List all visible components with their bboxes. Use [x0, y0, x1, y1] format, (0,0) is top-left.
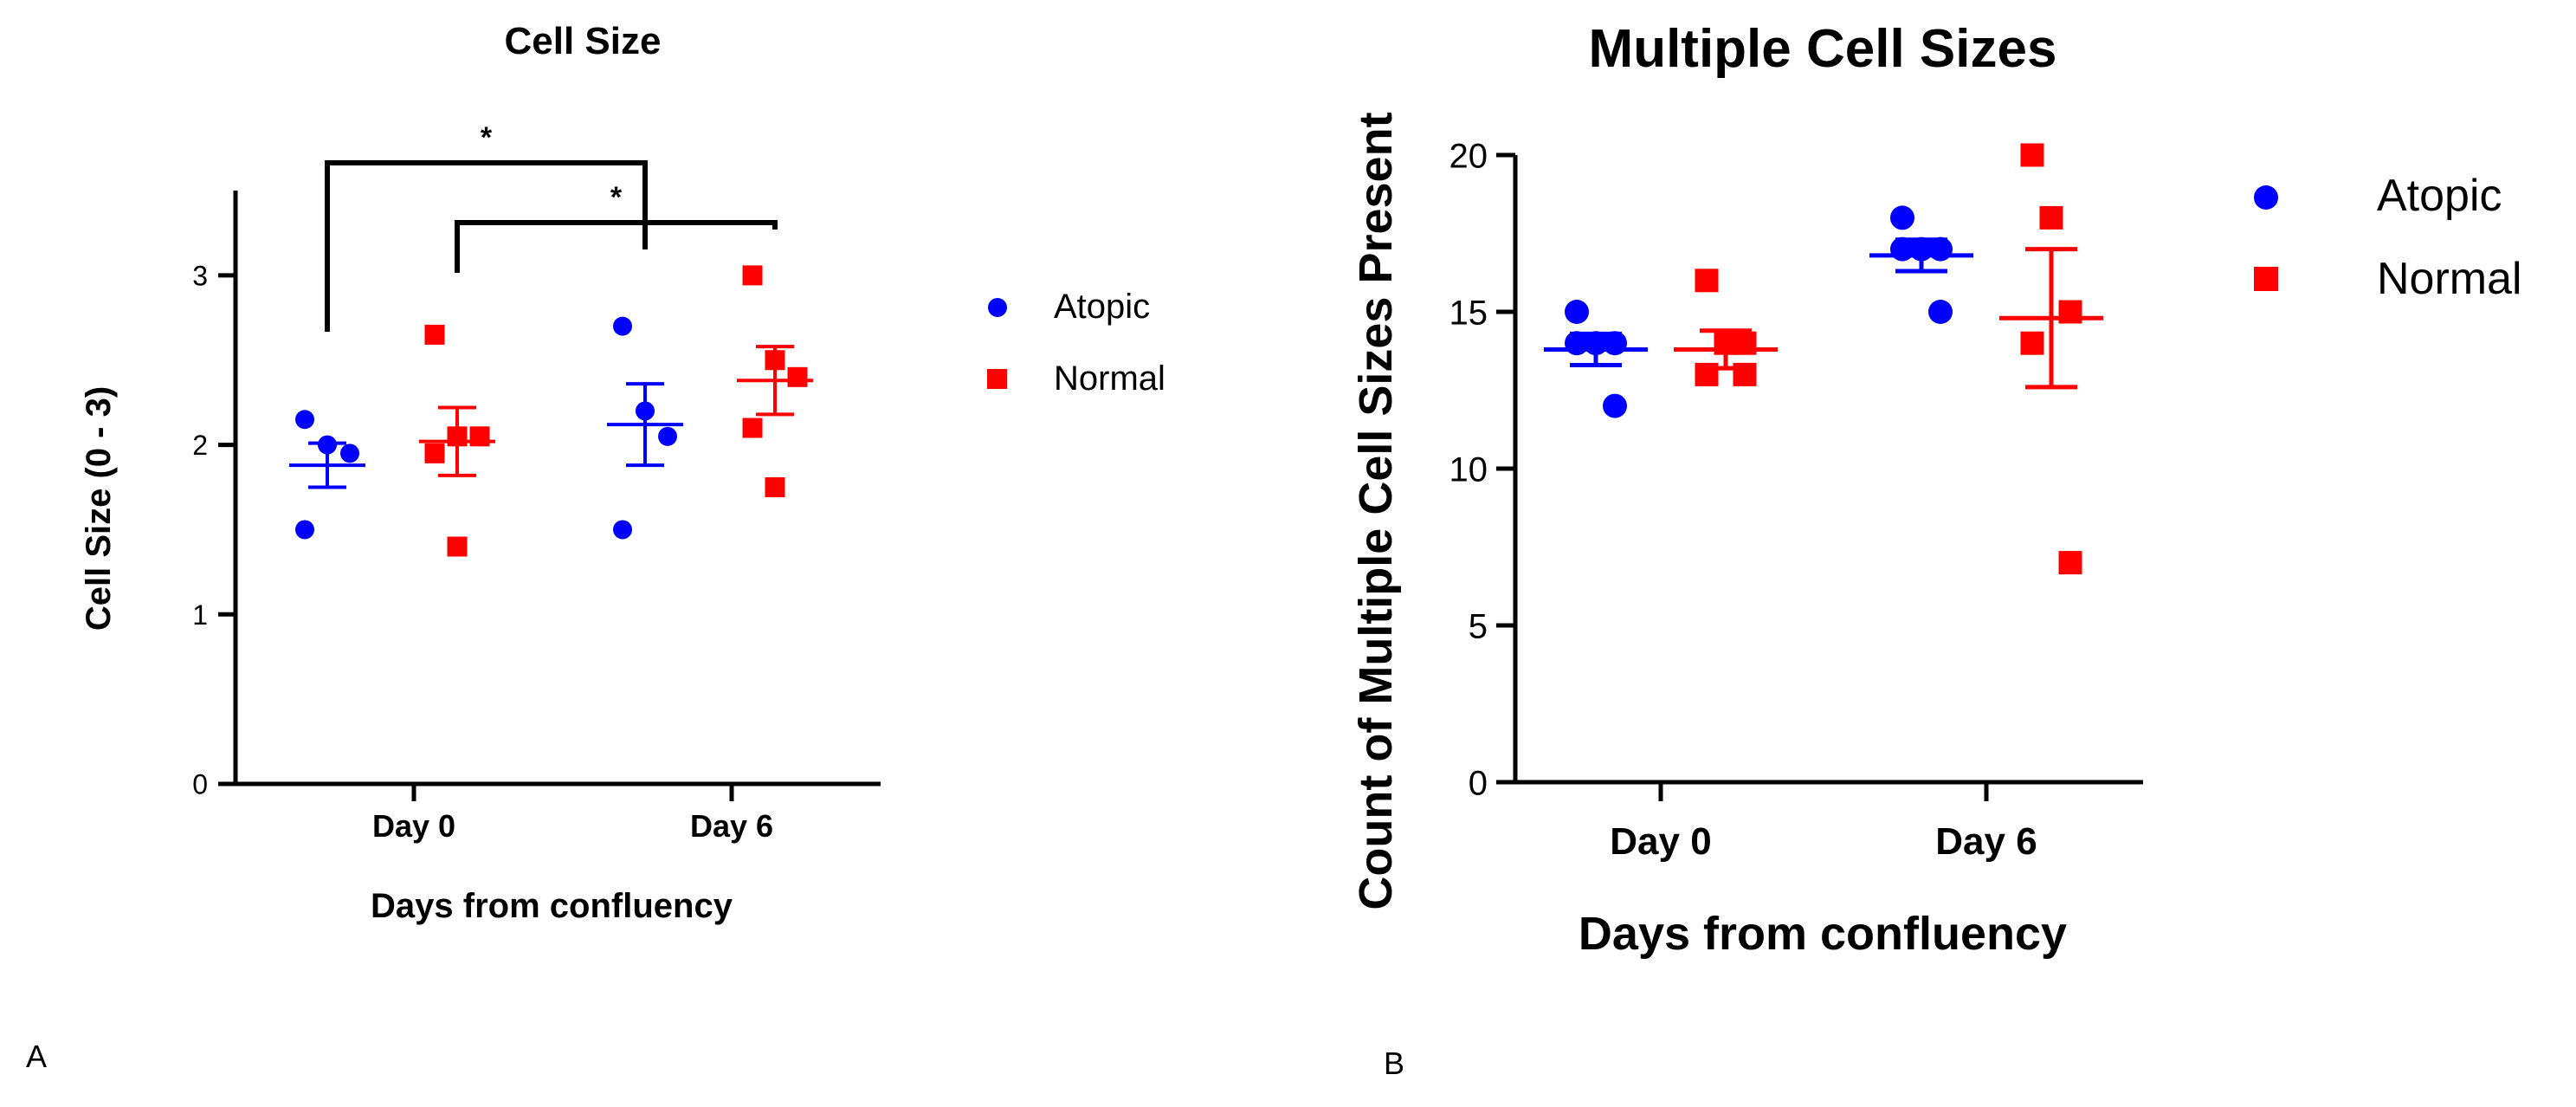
panel-b-legend-atopic-marker — [2254, 185, 2278, 210]
panel-b-x-axis-label: Days from confluency — [1579, 908, 2067, 960]
y-tick-label: 3 — [192, 260, 208, 291]
panel-b-y-axis-label: Count of Multiple Cell Sizes Present — [1350, 112, 1402, 910]
x-tick-label: Day 6 — [1935, 820, 2037, 863]
data-point-normal — [447, 536, 468, 557]
y-tick-label: 1 — [192, 599, 208, 631]
y-tick-label: 2 — [192, 430, 208, 461]
x-tick-label: Day 0 — [1610, 820, 1711, 863]
panel-b-legend-normal: Normal — [2377, 254, 2522, 304]
panel-a-legend-normal-marker — [987, 369, 1007, 389]
data-point-atopic — [340, 443, 359, 463]
significance-star: * — [610, 181, 623, 214]
panel-a-x-axis-label: Days from confluency — [371, 887, 733, 925]
data-point-normal — [742, 265, 763, 286]
y-tick-label: 15 — [1449, 294, 1488, 332]
x-tick-label: Day 0 — [372, 808, 455, 844]
panel-b-points — [1544, 143, 2103, 575]
panel-a-legend-atopic-marker — [988, 298, 1007, 317]
data-point-atopic — [1603, 393, 1627, 418]
data-point-normal — [1695, 269, 1719, 293]
data-point-atopic — [1565, 300, 1589, 324]
data-point-normal — [2039, 205, 2063, 230]
panel-b-axes: 0 5 10 15 20 Day 0 Day 6 — [1449, 137, 2143, 863]
data-point-normal — [424, 443, 445, 463]
data-point-atopic — [1890, 205, 1914, 230]
data-point-atopic — [1928, 300, 1953, 324]
data-point-normal — [2058, 551, 2082, 575]
y-tick-label: 5 — [1469, 607, 1488, 645]
panel-a-points — [289, 265, 813, 557]
data-point-normal — [742, 418, 763, 438]
panel-b-label: B — [1384, 1046, 1404, 1081]
data-point-normal — [2020, 143, 2044, 167]
significance-bracket — [455, 220, 778, 273]
y-tick-label: 0 — [192, 769, 208, 800]
data-point-atopic — [295, 410, 314, 430]
data-point-atopic — [658, 426, 677, 446]
data-point-atopic — [295, 520, 314, 540]
data-point-normal — [2020, 331, 2044, 355]
data-point-atopic — [613, 316, 632, 336]
data-point-normal — [469, 426, 490, 447]
panel-a-significance: ** — [325, 121, 778, 332]
panel-a-legend-normal: Normal — [1054, 359, 1165, 398]
y-tick-label: 0 — [1469, 764, 1488, 802]
panel-b-legend-normal-marker — [2254, 267, 2278, 291]
panel-a-y-axis-label: Cell Size (0 - 3) — [80, 386, 118, 631]
panel-a-axes: 0 1 2 3 Day 0 Day 6 — [192, 191, 881, 844]
data-point-normal — [787, 366, 808, 387]
panel-b-title: Multiple Cell Sizes — [1589, 19, 2057, 79]
panel-a-label: A — [26, 1039, 47, 1074]
significance-bracket — [325, 160, 648, 332]
significance-star: * — [481, 121, 493, 154]
data-point-normal — [765, 477, 785, 498]
y-tick-label: 10 — [1449, 450, 1488, 489]
panel-b-legend-atopic: Atopic — [2377, 171, 2502, 221]
data-point-atopic — [613, 520, 632, 540]
y-tick-label: 20 — [1449, 137, 1488, 175]
panel-a-legend-atopic: Atopic — [1054, 288, 1150, 326]
panel-a-title: Cell Size — [505, 20, 662, 62]
data-point-normal — [424, 324, 445, 345]
x-tick-label: Day 6 — [690, 808, 773, 844]
panel-b-chart: Multiple Cell Sizes 0 5 10 15 20 Day 0 Day 6 D… — [1350, 19, 2522, 1081]
